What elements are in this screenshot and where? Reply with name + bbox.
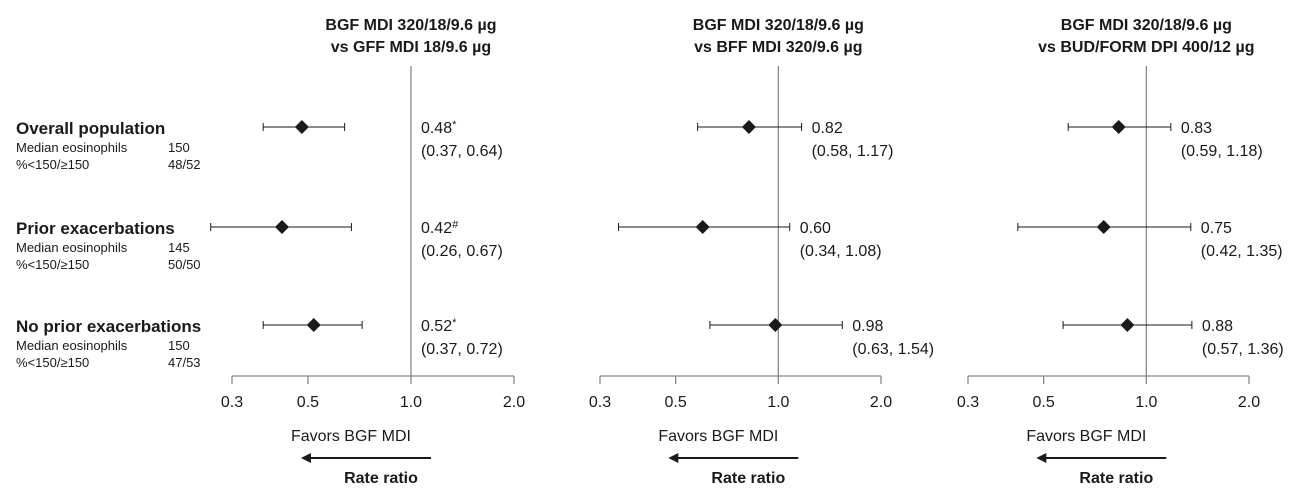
x-tick-label: 1.0 — [767, 394, 789, 411]
row-stat-value: 150 — [168, 140, 190, 155]
row-stat-name: %<150/≥150 — [16, 157, 89, 172]
x-tick-label: 0.5 — [1033, 394, 1055, 411]
row-stat-value: 47/53 — [168, 355, 201, 370]
point-estimate-marker — [275, 220, 290, 234]
point-estimate-marker — [306, 318, 321, 332]
estimate-label: 0.60 — [800, 220, 831, 237]
row-label: No prior exacerbations — [16, 317, 201, 336]
row-stat-name: %<150/≥150 — [16, 355, 89, 370]
x-tick-label: 2.0 — [503, 394, 525, 411]
panel-title: BGF MDI 320/18/9.6 µg — [1061, 17, 1232, 34]
row-stat-name: Median eosinophils — [16, 240, 128, 255]
ci-label: (0.59, 1.18) — [1181, 143, 1263, 160]
estimate-label: 0.88 — [1202, 318, 1233, 335]
point-estimate-marker — [741, 120, 756, 134]
point-estimate-marker — [294, 120, 309, 134]
panel-title: vs BFF MDI 320/9.6 µg — [694, 39, 862, 56]
estimate-label: 0.83 — [1181, 120, 1212, 137]
x-tick-label: 0.3 — [589, 394, 611, 411]
ci-label: (0.26, 0.67) — [421, 243, 503, 260]
row-stat-value: 150 — [168, 338, 190, 353]
x-tick-label: 0.3 — [957, 394, 979, 411]
panel-title: vs BUD/FORM DPI 400/12 µg — [1038, 39, 1254, 56]
row-label: Prior exacerbations — [16, 219, 175, 238]
row-stat-name: Median eosinophils — [16, 140, 128, 155]
favors-arrow-head — [300, 453, 311, 463]
favors-label: Favors BGF MDI — [658, 428, 778, 445]
ci-label: (0.63, 1.54) — [852, 341, 934, 358]
x-tick-label: 2.0 — [870, 394, 892, 411]
estimate-label: 0.48* — [421, 119, 457, 137]
ci-label: (0.58, 1.17) — [812, 143, 894, 160]
x-tick-label: 0.3 — [221, 394, 243, 411]
favors-arrow-head — [668, 453, 679, 463]
favors-label: Favors BGF MDI — [291, 428, 411, 445]
point-estimate-marker — [695, 220, 710, 234]
estimate-label: 0.75 — [1201, 220, 1232, 237]
ci-label: (0.37, 0.64) — [421, 143, 503, 160]
ci-label: (0.34, 1.08) — [800, 243, 882, 260]
estimate-label: 0.98 — [852, 318, 883, 335]
point-estimate-marker — [768, 318, 783, 332]
ci-label: (0.37, 0.72) — [421, 341, 503, 358]
point-estimate-marker — [1120, 318, 1135, 332]
panel-title: vs GFF MDI 18/9.6 µg — [331, 39, 491, 56]
x-tick-label: 1.0 — [1135, 394, 1157, 411]
row-stat-name: %<150/≥150 — [16, 257, 89, 272]
row-stat-value: 50/50 — [168, 257, 201, 272]
row-label: Overall population — [16, 119, 165, 138]
row-stat-value: 145 — [168, 240, 190, 255]
favors-label: Favors BGF MDI — [1026, 428, 1146, 445]
estimate-label: 0.82 — [812, 120, 843, 137]
point-estimate-marker — [1096, 220, 1111, 234]
ci-label: (0.57, 1.36) — [1202, 341, 1284, 358]
estimate-label: 0.52* — [421, 317, 457, 335]
row-stat-value: 48/52 — [168, 157, 201, 172]
panel-title: BGF MDI 320/18/9.6 µg — [693, 17, 864, 34]
x-axis-label: Rate ratio — [711, 470, 785, 487]
x-axis-label: Rate ratio — [344, 470, 418, 487]
point-estimate-marker — [1111, 120, 1126, 134]
favors-arrow-head — [1036, 453, 1047, 463]
panel-title: BGF MDI 320/18/9.6 µg — [325, 17, 496, 34]
x-tick-label: 2.0 — [1238, 394, 1260, 411]
x-tick-label: 0.5 — [297, 394, 319, 411]
row-stat-name: Median eosinophils — [16, 338, 128, 353]
x-axis-label: Rate ratio — [1079, 470, 1153, 487]
x-tick-label: 1.0 — [400, 394, 422, 411]
x-tick-label: 0.5 — [665, 394, 687, 411]
ci-label: (0.42, 1.35) — [1201, 243, 1283, 260]
estimate-label: 0.42# — [421, 219, 459, 237]
